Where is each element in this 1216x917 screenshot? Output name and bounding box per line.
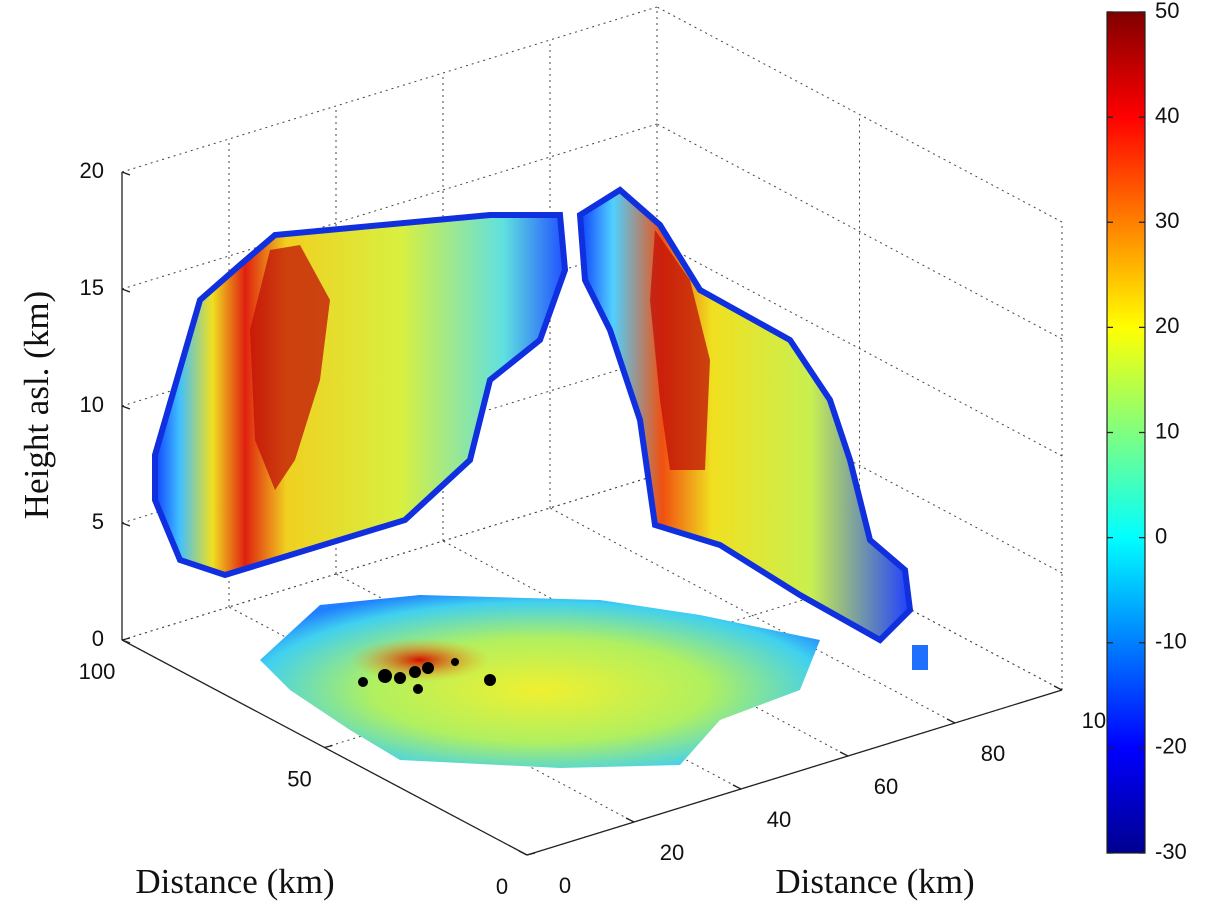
y-axis xyxy=(526,689,1063,856)
y-tick xyxy=(1053,685,1063,691)
grid-line xyxy=(549,507,956,724)
z-tick-label: 20 xyxy=(80,158,104,183)
colorbar-tick-label: 50 xyxy=(1155,0,1179,23)
colorbar-tick-label: 30 xyxy=(1155,208,1179,233)
z-tick xyxy=(121,288,131,293)
y-tick xyxy=(839,751,849,757)
x-axis-label: Distance (km) xyxy=(135,862,334,901)
z-tick xyxy=(121,171,131,176)
left-curtain xyxy=(152,212,569,579)
y-tick xyxy=(946,718,956,724)
x-tick-label: 0 xyxy=(496,874,508,899)
colorbar-tick-label: -30 xyxy=(1155,839,1187,864)
x-tick xyxy=(324,744,333,749)
colorbar-tick-label: 10 xyxy=(1155,418,1179,443)
colorbar-tick-label: -20 xyxy=(1155,734,1187,759)
x-tick-label: 100 xyxy=(79,659,116,684)
grid-line xyxy=(656,357,1063,574)
y-tick xyxy=(732,784,742,790)
z-tick xyxy=(121,639,131,644)
right-curtain xyxy=(576,186,928,670)
z-tick-label: 5 xyxy=(92,509,104,534)
y-tick-label: 60 xyxy=(874,774,898,799)
z-tick-label: 0 xyxy=(92,626,104,651)
y-tick xyxy=(625,817,635,823)
z-tick-label: 15 xyxy=(80,275,104,300)
z-tick-label: 10 xyxy=(80,392,104,417)
y-tick-label: 20 xyxy=(660,840,684,865)
colorbar-tick-label: -10 xyxy=(1155,629,1187,654)
grid-line xyxy=(656,6,1063,223)
colorbar-tick-label: 0 xyxy=(1155,523,1167,548)
x-tick xyxy=(526,852,536,856)
floor-field xyxy=(260,595,820,768)
colorbar: -30 -20 -10 0 10 20 30 40 50 xyxy=(1106,0,1187,864)
colorbar-tick-label: 40 xyxy=(1155,103,1179,128)
z-axis-label: Height asl. (km) xyxy=(17,291,56,519)
colorbar-scale xyxy=(1106,11,1146,854)
y-tick-label: 40 xyxy=(767,807,791,832)
z-tick xyxy=(121,522,131,527)
y-tick-label: 80 xyxy=(981,741,1005,766)
x-tick xyxy=(121,637,131,641)
y-tick-label: 0 xyxy=(559,873,571,898)
grid-line xyxy=(656,240,1063,457)
x-tick-label: 50 xyxy=(287,766,311,791)
z-tick xyxy=(121,405,131,410)
colorbar-tick-label: 20 xyxy=(1155,313,1179,338)
grid-line xyxy=(656,123,1063,340)
y-axis-label: Distance (km) xyxy=(775,862,974,901)
y-tick xyxy=(518,850,528,856)
grid-line xyxy=(121,6,658,173)
